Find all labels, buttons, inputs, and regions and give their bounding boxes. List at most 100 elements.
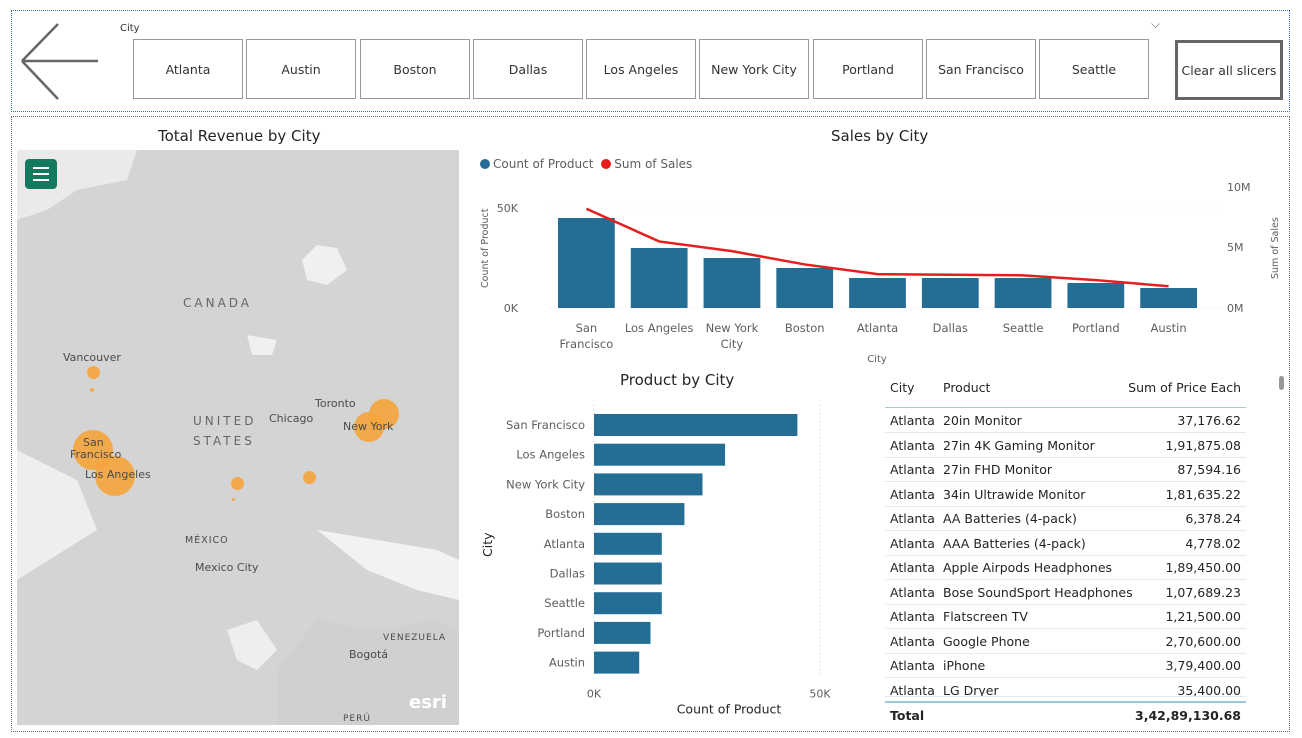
legend-dot-sum (601, 159, 612, 169)
product-by-city-chart[interactable]: San Francisco Los Angeles New York City Bos… (470, 395, 870, 730)
cell-product: Flatscreen TV (943, 609, 1028, 624)
map-label-mexico: MÉXICO (185, 535, 229, 546)
table-row[interactable]: Atlanta AAA Batteries (4-pack) 4,778.02 (885, 531, 1246, 556)
cell-price: 2,70,600.00 (1165, 633, 1241, 649)
map-bubble-seattle[interactable] (87, 366, 100, 379)
map-bubble-atlanta[interactable] (303, 471, 316, 484)
table-scrollbar[interactable] (1279, 376, 1284, 390)
map-label-toronto: Toronto (315, 397, 356, 410)
right-axis-title: Sum of Sales (1270, 217, 1281, 279)
map-title: Total Revenue by City (158, 127, 321, 145)
sales-bar[interactable] (849, 278, 906, 308)
sales-bar[interactable] (776, 268, 834, 308)
cell-city: Atlanta (890, 609, 935, 624)
clear-slicers-button[interactable]: Clear all slicers (1175, 40, 1283, 100)
right-tick-label: 0M (1227, 302, 1244, 315)
slicer-city-dallas[interactable]: Dallas (473, 39, 583, 99)
slicer-city-seattle[interactable]: Seattle (1039, 39, 1149, 99)
back-arrow-icon[interactable] (18, 22, 100, 102)
table-row[interactable]: Atlanta 27in 4K Gaming Monitor 1,91,875.08 (885, 433, 1246, 458)
category-label: New York City (506, 477, 585, 491)
map-bubble-dallas[interactable] (232, 498, 235, 501)
header-product[interactable]: Product (943, 380, 991, 395)
product-bar[interactable] (594, 503, 685, 526)
cell-product: 27in 4K Gaming Monitor (943, 437, 1095, 453)
table-row[interactable]: Atlanta LG Dryer 35,400.00 (885, 678, 1246, 697)
cell-city: Atlanta (890, 658, 935, 673)
category-label: Dallas (550, 567, 585, 581)
slicer-city-san-francisco[interactable]: San Francisco (926, 39, 1036, 99)
sales-bar[interactable] (630, 248, 688, 308)
product-bar[interactable] (594, 443, 726, 466)
table-row[interactable]: Atlanta Apple Airpods Headphones 1,89,450.… (885, 555, 1246, 580)
product-bar[interactable] (594, 621, 651, 644)
cell-city: Atlanta (890, 682, 935, 697)
slicer-city-los-angeles[interactable]: Los Angeles (586, 39, 696, 99)
cell-price: 4,778.02 (1185, 535, 1241, 551)
header-price[interactable]: Sum of Price Each (1128, 380, 1241, 395)
revenue-map[interactable]: CANADA Vancouver UNITED STATES Chicago T… (17, 150, 459, 725)
header-city[interactable]: City (890, 380, 915, 395)
sales-by-city-chart[interactable]: 50K 0K 10M 5M 0M Count of Product Sum of Sales… (470, 175, 1285, 370)
product-chart-title: Product by City (620, 371, 735, 389)
product-bar[interactable] (594, 473, 703, 496)
product-bar[interactable] (594, 592, 662, 615)
cell-city: Atlanta (890, 413, 935, 428)
table-row[interactable]: Atlanta Bose SoundSport Headphones 1,07,68… (885, 580, 1246, 605)
category-label: San Francisco (506, 418, 585, 432)
hamburger-menu-icon[interactable] (25, 159, 57, 189)
product-bar[interactable] (594, 651, 640, 674)
slicer-city-austin[interactable]: Austin (246, 39, 356, 99)
map-bubble-austin[interactable] (231, 477, 244, 490)
sales-bar[interactable] (1067, 283, 1125, 308)
x-tick-label: 50K (809, 687, 831, 700)
right-tick-label: 5M (1227, 241, 1244, 254)
map-bubble-los-angeles[interactable] (95, 456, 135, 496)
cell-price: 1,89,450.00 (1165, 560, 1241, 575)
cell-price: 1,21,500.00 (1165, 609, 1241, 624)
cell-product: 20in Monitor (943, 413, 1022, 428)
x-axis-title: City (867, 354, 887, 365)
sales-bar[interactable] (994, 278, 1052, 308)
cell-city: Atlanta (890, 633, 935, 649)
left-tick-label: 0K (504, 302, 519, 315)
category-label: San Francisco (560, 321, 614, 351)
category-label: Seattle (544, 596, 585, 610)
left-tick-label: 50K (497, 202, 519, 215)
cell-product: LG Dryer (943, 682, 999, 697)
slicer-city-boston[interactable]: Boston (360, 39, 470, 99)
slicer-title: City (120, 23, 140, 34)
right-tick-label: 10M (1227, 181, 1251, 194)
table-row[interactable]: Atlanta Flatscreen TV 1,21,500.00 (885, 604, 1246, 629)
map-label-united: UNITED (193, 414, 257, 428)
chevron-down-icon[interactable]: ⌵ (1151, 17, 1161, 31)
sales-bar[interactable] (921, 278, 979, 308)
slicer-city-new-york-city[interactable]: New York City (699, 39, 809, 99)
map-bubble-portland[interactable] (90, 388, 94, 392)
map-label-vancouver: Vancouver (63, 351, 121, 364)
cell-price: 37,176.62 (1177, 413, 1241, 428)
category-label: Austin (549, 656, 585, 670)
product-bar[interactable] (594, 414, 798, 436)
category-label: Atlanta (857, 321, 898, 335)
slicer-city-atlanta[interactable]: Atlanta (133, 39, 243, 99)
table-row[interactable]: Atlanta Google Phone 2,70,600.00 (885, 629, 1246, 654)
product-bar[interactable] (594, 562, 662, 585)
legend-sum-label: Sum of Sales (614, 157, 693, 171)
table-row[interactable]: Atlanta 27in FHD Monitor 87,594.16 (885, 457, 1246, 482)
product-bar[interactable] (594, 532, 662, 555)
category-label: Portland (537, 626, 585, 640)
table-row[interactable]: Atlanta 20in Monitor 37,176.62 (885, 408, 1246, 433)
sum-of-sales-line[interactable] (585, 207, 1169, 288)
category-label: New York City (706, 321, 759, 351)
table-row[interactable]: Atlanta AA Batteries (4-pack) 6,378.24 (885, 506, 1246, 531)
map-label-chicago: Chicago (269, 412, 314, 425)
table-row[interactable]: Atlanta 34in Ultrawide Monitor 1,81,635.22 (885, 482, 1246, 507)
table-row[interactable]: Atlanta iPhone 3,79,400.00 (885, 653, 1246, 678)
slicer-city-portland[interactable]: Portland (813, 39, 923, 99)
cell-city: Atlanta (890, 511, 935, 526)
sales-bar[interactable] (1140, 288, 1197, 308)
sales-bar[interactable] (558, 218, 615, 308)
sales-bar[interactable] (703, 258, 761, 308)
map-bubble-boston[interactable] (369, 399, 399, 429)
